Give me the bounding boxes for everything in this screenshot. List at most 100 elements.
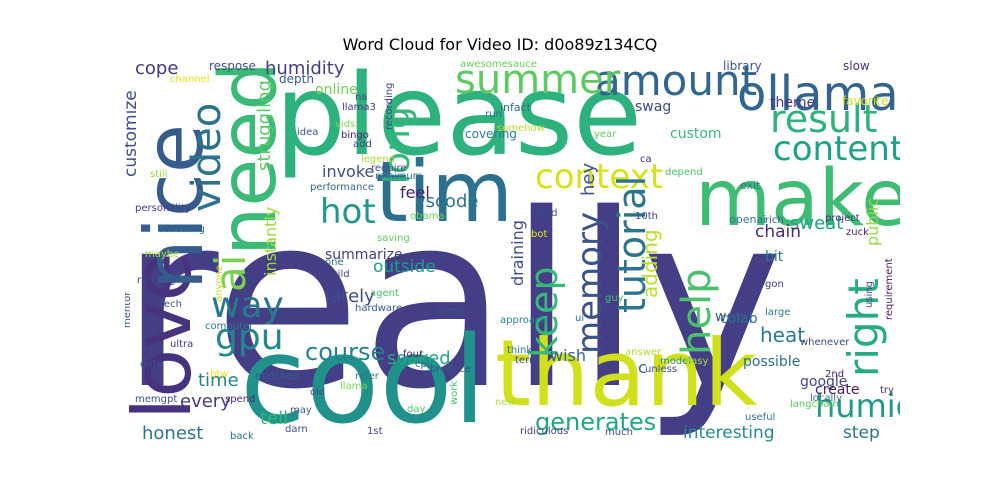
word-cloud-word: summer xyxy=(455,60,621,103)
word-cloud-word: requirement xyxy=(884,258,895,320)
word-cloud-word: context xyxy=(535,157,664,197)
word-cloud-word: swag xyxy=(635,99,672,115)
word-cloud-word: data xyxy=(140,359,163,370)
word-cloud-word: approach xyxy=(500,315,547,326)
word-cloud-word: somehow xyxy=(497,123,545,134)
word-cloud-word: really xyxy=(125,162,784,442)
word-cloud-word: thank xyxy=(495,320,758,427)
word-cloud-word: sweat xyxy=(790,213,844,234)
word-cloud-word: llama3 xyxy=(342,102,376,113)
word-cloud-word: cpu xyxy=(415,359,434,370)
word-cloud-word: infact xyxy=(500,101,532,114)
word-cloud-word: humid xyxy=(815,387,900,425)
word-cloud-word: 2nd xyxy=(825,369,845,380)
word-cloud-word: instantly xyxy=(261,206,280,276)
word-cloud-word: content xyxy=(773,129,900,169)
word-cloud-word: recording xyxy=(384,82,395,130)
word-cloud-word: public xyxy=(863,197,882,246)
word-cloud-word: channel xyxy=(170,74,210,85)
word-cloud-word: heat xyxy=(760,323,806,347)
word-cloud-word: speed xyxy=(435,305,466,316)
word-cloud-word: memgpt xyxy=(135,394,178,405)
word-cloud-word: tech xyxy=(160,299,182,310)
word-cloud-word: depth xyxy=(279,72,314,86)
word-cloud-word: ca xyxy=(640,154,652,165)
word-cloud-word: custom xyxy=(670,126,722,142)
word-cloud-word: humidity xyxy=(265,60,345,79)
word-cloud-word: personality xyxy=(135,203,191,214)
word-cloud-word: covering xyxy=(465,127,517,141)
word-cloud-word: require xyxy=(371,163,407,174)
chart-title: Word Cloud for Video ID: d0o89z134CQ xyxy=(342,35,658,54)
word-cloud-word: cope xyxy=(135,60,179,79)
word-cloud-word: library xyxy=(723,60,762,73)
word-cloud-word: awesomesauce xyxy=(460,60,538,70)
word-cloud-word: legend xyxy=(361,154,396,165)
word-cloud-word: video xyxy=(184,102,230,212)
word-cloud-word: day xyxy=(407,404,426,415)
word-cloud-word: make xyxy=(695,154,900,244)
word-cloud-word: c xyxy=(638,358,647,377)
word-cloud-word: adding xyxy=(638,229,662,298)
word-cloud-word: rich xyxy=(765,215,784,226)
word-cloud-word: add xyxy=(353,139,372,150)
word-cloud-word: new xyxy=(495,397,516,408)
word-cloud-word: lately xyxy=(325,286,375,307)
word-cloud-word: amount xyxy=(595,60,758,105)
word-cloud-word: project xyxy=(825,213,860,224)
word-cloud-word: one xyxy=(325,257,344,268)
word-cloud-word: struggling xyxy=(254,80,275,171)
word-cloud-word: depend xyxy=(665,167,703,178)
word-cloud-word: following xyxy=(160,224,205,235)
word-cloud-word: please xyxy=(275,60,643,181)
word-cloud-word: tim xyxy=(375,143,514,241)
word-cloud-word: anyone xyxy=(214,265,225,302)
word-cloud-word: produce xyxy=(430,364,471,375)
word-cloud: really please cool thank make love nice tim need… xyxy=(125,60,900,448)
word-cloud-word: work xyxy=(449,380,460,405)
word-cloud-word: saving xyxy=(377,233,410,244)
word-cloud-word: btw xyxy=(210,369,229,380)
word-cloud-word: bingo xyxy=(341,130,369,141)
word-cloud-word: respose xyxy=(209,60,256,73)
word-cloud-word: cool xyxy=(240,312,487,448)
word-cloud-word: langchain xyxy=(790,399,839,410)
word-cloud-word: soaked xyxy=(387,348,451,369)
word-cloud-word: 10th xyxy=(635,211,658,222)
word-cloud-word: old xyxy=(310,387,326,398)
word-cloud-word: invoke xyxy=(322,162,375,181)
word-cloud-word: gpu xyxy=(215,317,284,358)
word-cloud-word: memory xyxy=(570,211,610,354)
word-cloud-word: may xyxy=(290,405,312,416)
word-cloud-word: mentor xyxy=(125,291,133,328)
word-cloud-word: performance xyxy=(310,182,375,193)
word-cloud-word: online xyxy=(315,82,358,98)
word-cloud-word: build xyxy=(325,269,350,280)
word-cloud-word: run xyxy=(485,109,502,120)
word-cloud-word: wow xyxy=(715,309,747,325)
word-cloud-word: time xyxy=(198,370,239,391)
word-cloud-word: term xyxy=(515,355,539,366)
word-cloud-word: outside xyxy=(373,257,436,277)
word-cloud-word: hey xyxy=(578,162,599,196)
word-cloud-word: unless xyxy=(645,364,678,375)
word-cloud-word: every xyxy=(180,391,231,412)
word-cloud-word: hot xyxy=(320,192,376,232)
word-cloud-word: idea xyxy=(297,127,319,138)
word-cloud-word: refer xyxy=(355,371,379,382)
word-cloud-word: gon xyxy=(765,279,784,290)
word-cloud-word: favorite xyxy=(842,94,889,108)
word-cloud-word: llama xyxy=(340,381,368,392)
word-cloud-word: 1st xyxy=(367,426,383,437)
word-cloud-word: obama xyxy=(410,211,445,222)
word-cloud-word: help xyxy=(674,268,720,355)
word-cloud-word: model xyxy=(660,356,692,367)
word-cloud-word: feel xyxy=(400,183,430,202)
word-cloud-word: honest xyxy=(142,423,204,444)
word-cloud-word: ridiculous xyxy=(520,426,569,437)
word-cloud-word: bit xyxy=(765,249,784,265)
word-cloud-word: answer xyxy=(625,347,662,358)
word-cloud-word: way xyxy=(211,285,284,326)
word-cloud-word: slow xyxy=(843,60,870,73)
word-cloud-word: large xyxy=(765,307,791,318)
